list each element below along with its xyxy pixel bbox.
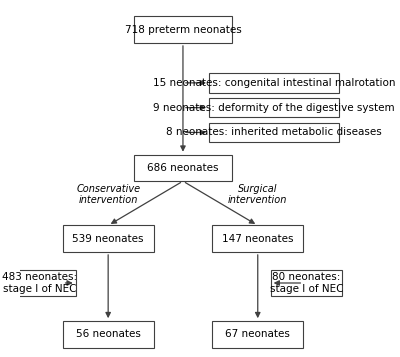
Text: 8 neonates: inherited metabolic diseases: 8 neonates: inherited metabolic diseases: [166, 127, 382, 137]
Text: 80 neonates:
stage I of NEC: 80 neonates: stage I of NEC: [270, 272, 343, 294]
Text: 15 neonates: congenital intestinal malrotation: 15 neonates: congenital intestinal malro…: [153, 78, 395, 88]
Text: 56 neonates: 56 neonates: [76, 330, 140, 340]
Text: 539 neonates: 539 neonates: [72, 234, 144, 244]
Text: 718 preterm neonates: 718 preterm neonates: [124, 25, 241, 35]
Text: Surgical
intervention: Surgical intervention: [228, 183, 288, 205]
FancyBboxPatch shape: [134, 16, 232, 43]
Text: 686 neonates: 686 neonates: [147, 163, 219, 173]
Text: 67 neonates: 67 neonates: [225, 330, 290, 340]
FancyBboxPatch shape: [212, 225, 303, 252]
FancyBboxPatch shape: [63, 225, 154, 252]
Text: Conservative
intervention: Conservative intervention: [76, 183, 140, 205]
FancyBboxPatch shape: [4, 270, 76, 296]
FancyBboxPatch shape: [271, 270, 342, 296]
Text: 147 neonates: 147 neonates: [222, 234, 294, 244]
FancyBboxPatch shape: [212, 321, 303, 348]
FancyBboxPatch shape: [134, 155, 232, 181]
FancyBboxPatch shape: [209, 73, 339, 92]
FancyBboxPatch shape: [209, 98, 339, 117]
FancyBboxPatch shape: [63, 321, 154, 348]
Text: 9 neonates: deformity of the digestive system: 9 neonates: deformity of the digestive s…: [153, 103, 395, 113]
FancyBboxPatch shape: [209, 123, 339, 142]
Text: 483 neonates:
stage I of NEC: 483 neonates: stage I of NEC: [2, 272, 78, 294]
